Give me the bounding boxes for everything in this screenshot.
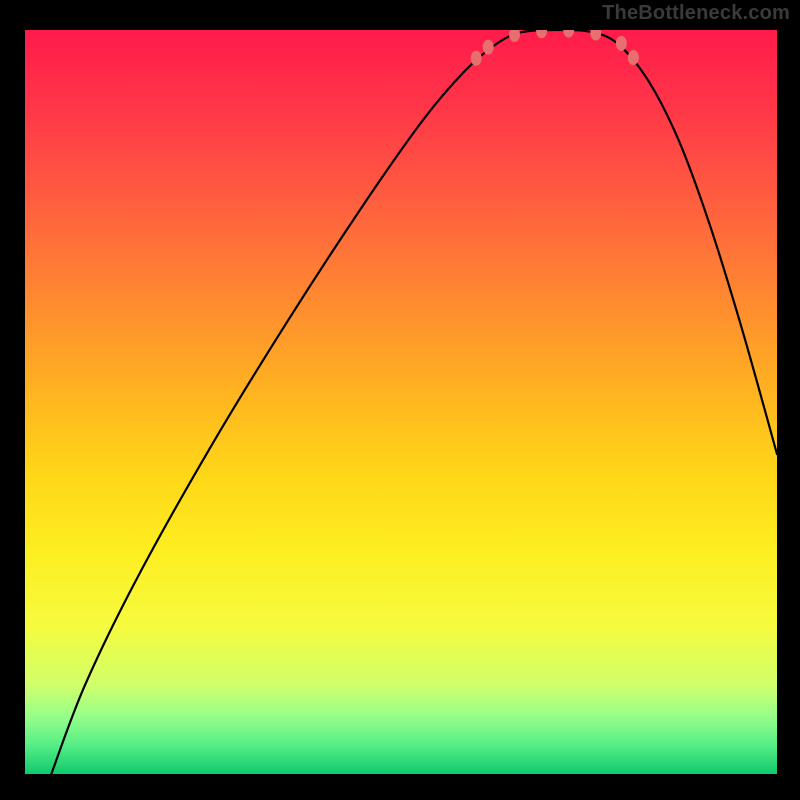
threshold-marker [471, 51, 481, 65]
plot-area [25, 30, 777, 774]
chart-frame: TheBottleneck.com [0, 0, 800, 800]
threshold-marker [628, 51, 638, 65]
bottleneck-curve-chart [25, 30, 777, 774]
threshold-marker [510, 30, 520, 41]
gradient-background [25, 30, 777, 774]
threshold-marker [591, 30, 601, 40]
watermark-label: TheBottleneck.com [602, 2, 790, 25]
threshold-marker [616, 36, 626, 50]
threshold-marker [483, 40, 493, 54]
